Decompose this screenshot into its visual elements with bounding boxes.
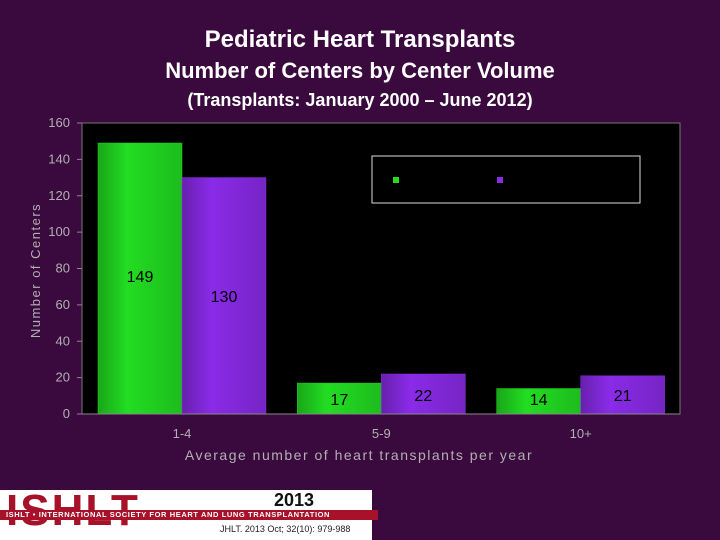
bars: [97, 142, 665, 415]
y-tick-label: 80: [56, 261, 70, 276]
legend: [371, 155, 641, 204]
bar-5-9-series-2: [381, 373, 466, 415]
y-tick-label: 100: [48, 224, 70, 239]
y-tick-label: 60: [56, 297, 70, 312]
legend-swatch-series-2: [497, 177, 503, 183]
data-label: 149: [127, 269, 154, 286]
data-label: 21: [614, 388, 632, 405]
legend-box: [371, 155, 641, 204]
y-tick-label: 0: [63, 406, 70, 421]
x-axis-title: Average number of heart transplants per …: [185, 447, 533, 463]
y-tick-label: 120: [48, 188, 70, 203]
bar-chart: 0 20 40 60 80 100 120 140 160 149 130 17 22 14 21 1-4…: [28, 115, 681, 463]
x-axis: 1-4 5-9 10+: [82, 413, 680, 441]
bar-10+-series-1: [496, 388, 581, 415]
bar-5-9-series-1: [297, 382, 382, 415]
data-label: 22: [414, 388, 432, 405]
citation: JHLT. 2013 Oct; 32(10): 979-988: [220, 524, 351, 534]
y-tick-label: 40: [56, 333, 70, 348]
y-axis: 0 20 40 60 80 100 120 140 160: [48, 115, 82, 421]
data-label: 17: [330, 392, 348, 409]
footer-branding: ISHLT 2013 JHLT. 2013 Oct; 32(10): 979-9…: [0, 486, 378, 540]
x-tick-label: 10+: [570, 426, 592, 441]
ishlt-tagline: ISHLT • INTERNATIONAL SOCIETY FOR HEART …: [0, 510, 378, 520]
y-tick-label: 140: [48, 151, 70, 166]
chart-title-line2: Number of Centers by Center Volume: [165, 58, 555, 83]
data-labels: 149 130 17 22 14 21: [127, 269, 632, 409]
legend-swatch-series-1: [393, 177, 399, 183]
y-axis-title: Number of Centers: [28, 203, 43, 338]
y-tick-label: 20: [56, 370, 70, 385]
year-label: 2013: [273, 490, 315, 510]
chart-title-line1: Pediatric Heart Transplants: [204, 26, 516, 53]
data-label: 14: [530, 392, 548, 409]
x-tick-label: 5-9: [372, 426, 391, 441]
data-label: 130: [211, 289, 238, 306]
bar-1-4-series-2: [181, 177, 267, 415]
chart-subtitle: (Transplants: January 2000 – June 2012): [187, 90, 533, 110]
y-tick-label: 160: [48, 115, 70, 130]
x-tick-label: 1-4: [173, 426, 192, 441]
